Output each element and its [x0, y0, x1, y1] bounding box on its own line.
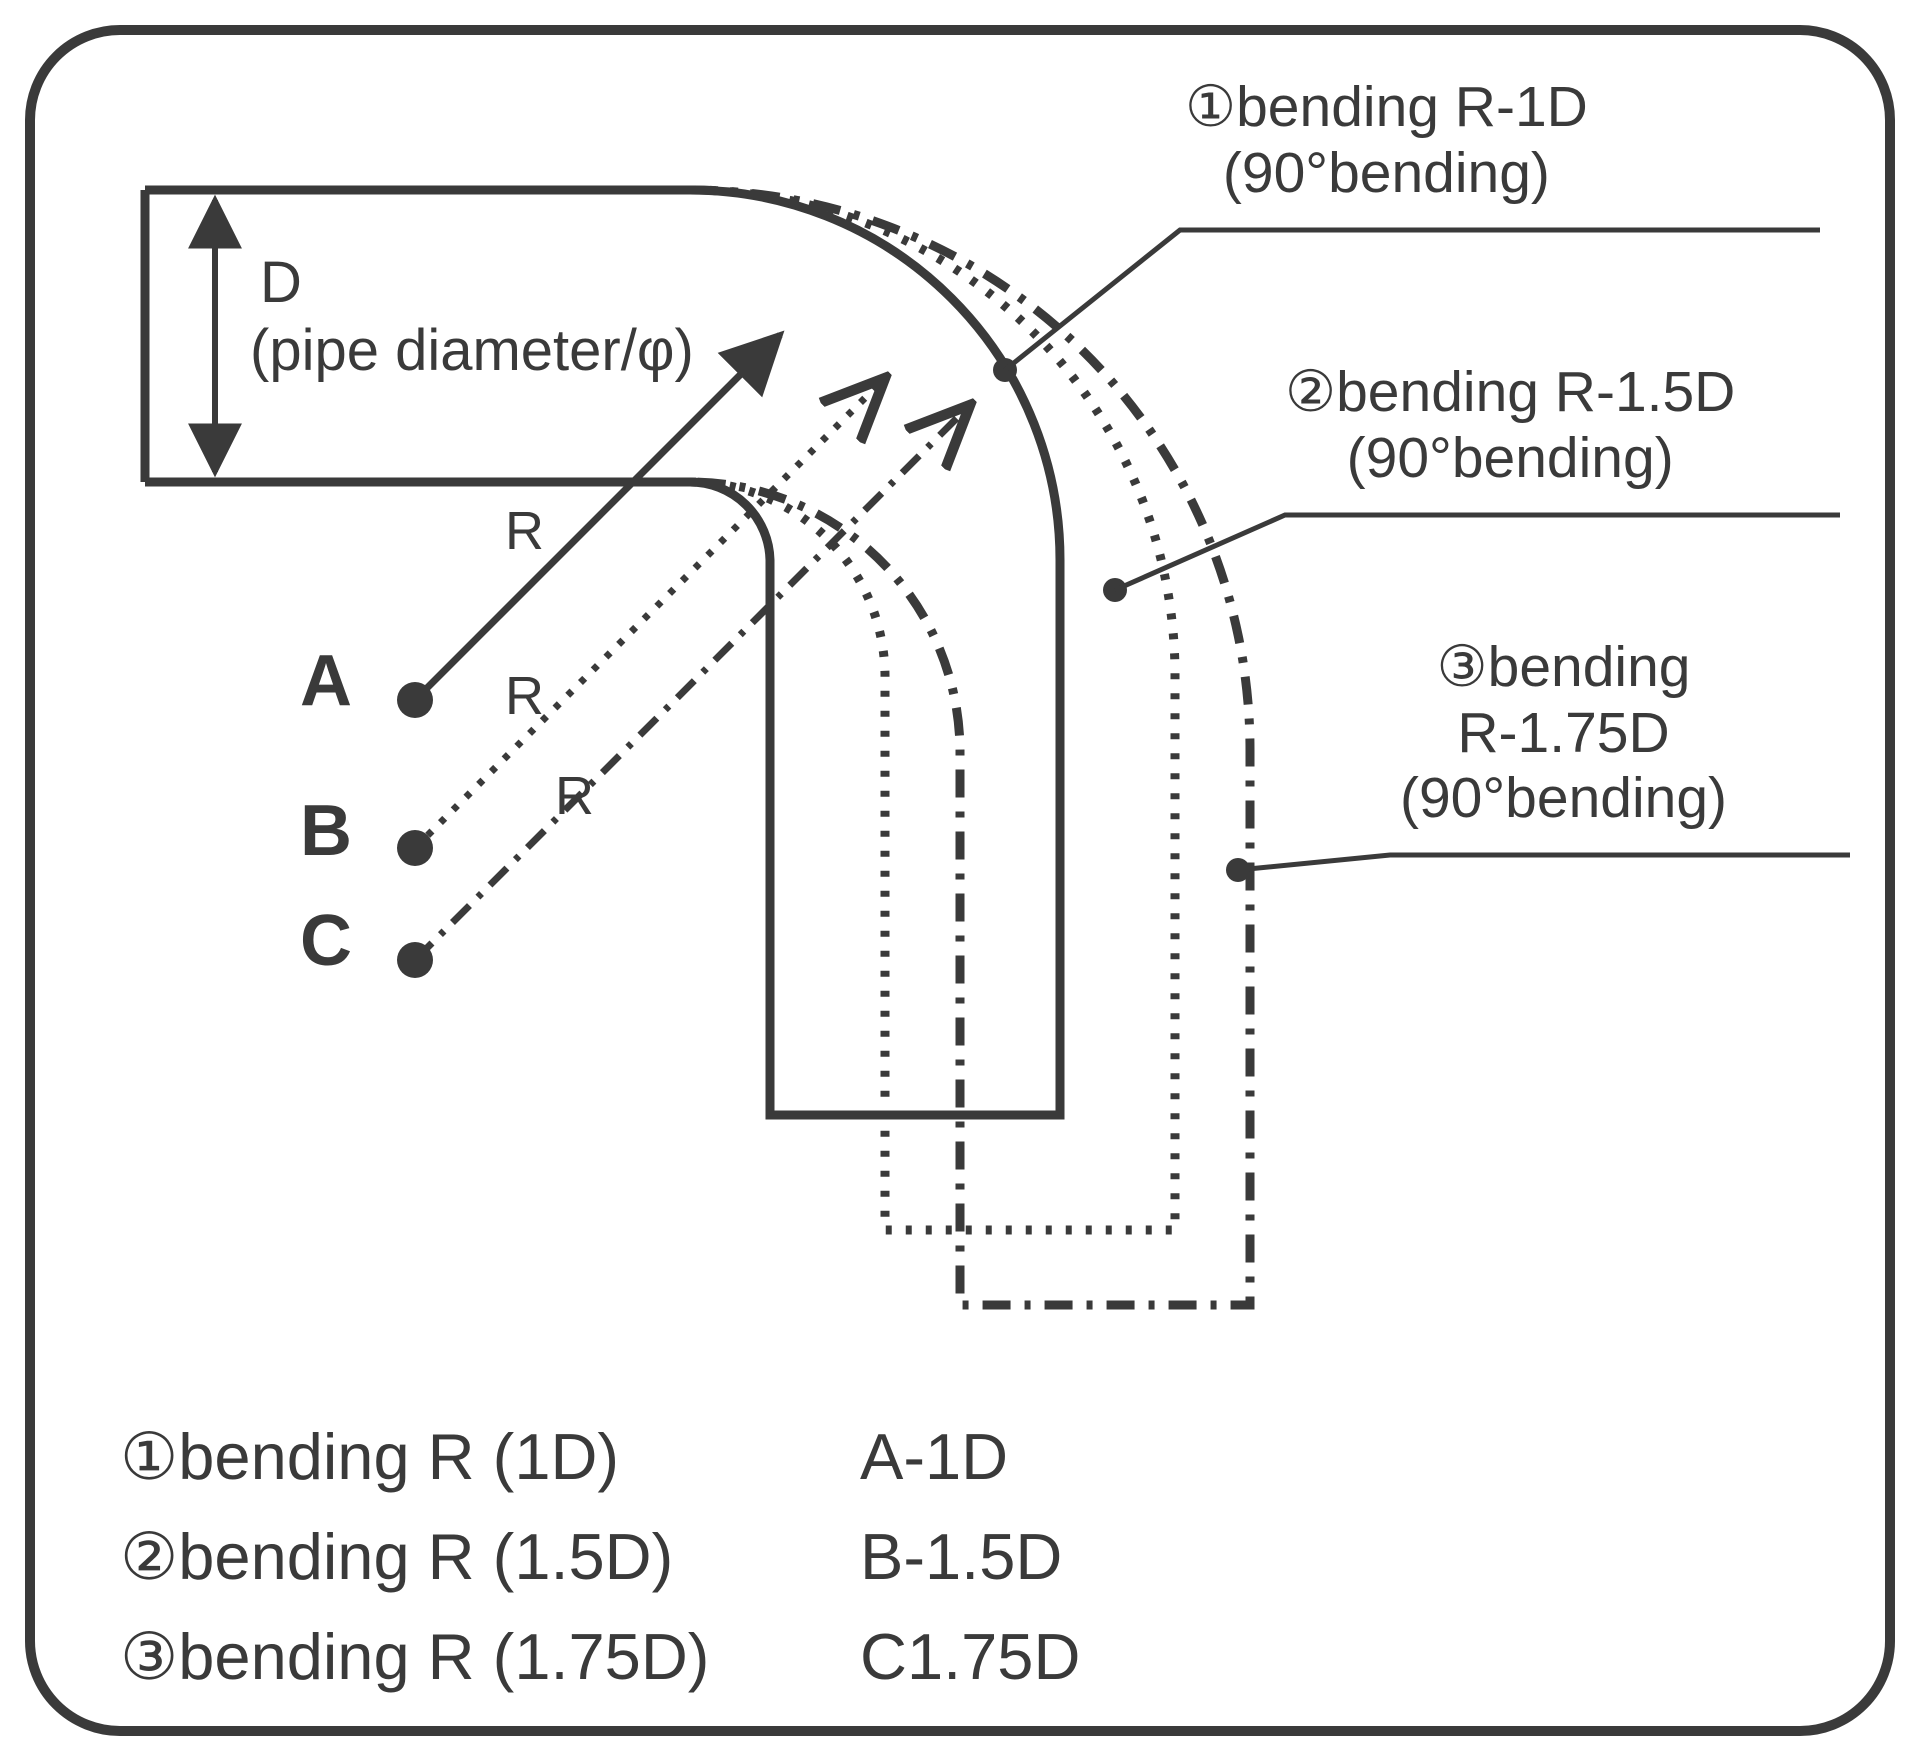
- footer-3-left: ③bending R (1.75D): [120, 1620, 709, 1695]
- d-label: D: [260, 250, 302, 317]
- bend-2-outer: [690, 190, 1175, 1230]
- diagram-canvas: D (pipe diameter/φ) ①bending R-1D (90°be…: [0, 0, 1920, 1761]
- footer-1-right: A-1D: [860, 1420, 1008, 1495]
- d-label-text: D: [260, 250, 302, 315]
- callout-2: ②bending R-1.5D (90°bending): [1285, 360, 1735, 491]
- footer-3-right: C1.75D: [860, 1620, 1080, 1695]
- callout-3-leader: [1238, 855, 1850, 870]
- callout-1: ①bending R-1D (90°bending): [1185, 75, 1588, 206]
- callout-3-line2: R-1.75D: [1400, 701, 1727, 767]
- callout-3-line3: (90°bending): [1400, 766, 1727, 832]
- d-sublabel: (pipe diameter/φ): [250, 318, 694, 385]
- point-b: B: [300, 790, 352, 873]
- callout-3-line1: ③bending: [1400, 635, 1727, 701]
- r-arrow-c: [415, 405, 970, 960]
- callout-2-line1: ②bending R-1.5D: [1285, 360, 1735, 426]
- callout-2-line2: (90°bending): [1285, 426, 1735, 492]
- r-label-a: R: [505, 500, 544, 562]
- callout-1-leader: [1005, 230, 1820, 370]
- r-label-b: R: [505, 665, 544, 727]
- point-a: A: [300, 640, 352, 723]
- footer-2-left: ②bending R (1.5D): [120, 1520, 673, 1595]
- callout-3: ③bending R-1.75D (90°bending): [1400, 635, 1727, 832]
- callout-1-line2: (90°bending): [1185, 141, 1588, 207]
- d-sublabel-text: (pipe diameter/φ): [250, 318, 694, 383]
- r-arrow-b: [415, 378, 885, 848]
- r-label-c: R: [555, 765, 594, 827]
- footer-2-right: B-1.5D: [860, 1520, 1062, 1595]
- callout-1-line1: ①bending R-1D: [1185, 75, 1588, 141]
- footer-1-left: ①bending R (1D): [120, 1420, 619, 1495]
- point-c: C: [300, 900, 352, 983]
